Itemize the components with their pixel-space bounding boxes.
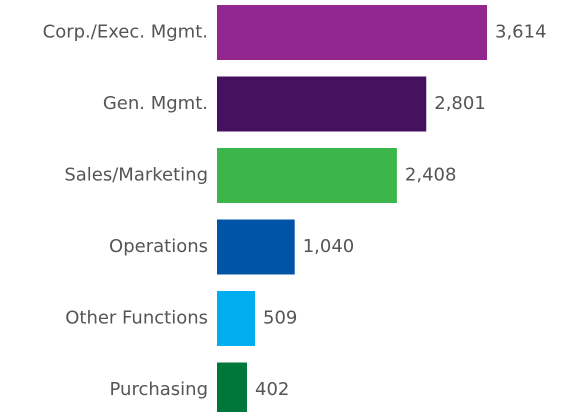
- category-label: Operations: [109, 236, 208, 257]
- value-label: 2,801: [434, 93, 486, 114]
- bar: [217, 5, 487, 60]
- category-label: Purchasing: [110, 379, 209, 400]
- category-label: Gen. Mgmt.: [103, 93, 208, 114]
- value-label: 1,040: [303, 236, 355, 257]
- bar: [217, 148, 397, 203]
- category-label: Other Functions: [65, 308, 208, 329]
- value-label: 3,614: [495, 22, 547, 43]
- value-label: 509: [263, 308, 297, 329]
- category-label: Corp./Exec. Mgmt.: [43, 22, 208, 43]
- bar: [217, 76, 427, 132]
- bar: [217, 291, 256, 346]
- bar: [217, 219, 295, 275]
- value-label: 2,408: [405, 165, 457, 186]
- bar: [217, 362, 248, 412]
- category-label: Sales/Marketing: [64, 165, 208, 186]
- value-label: 402: [255, 379, 289, 400]
